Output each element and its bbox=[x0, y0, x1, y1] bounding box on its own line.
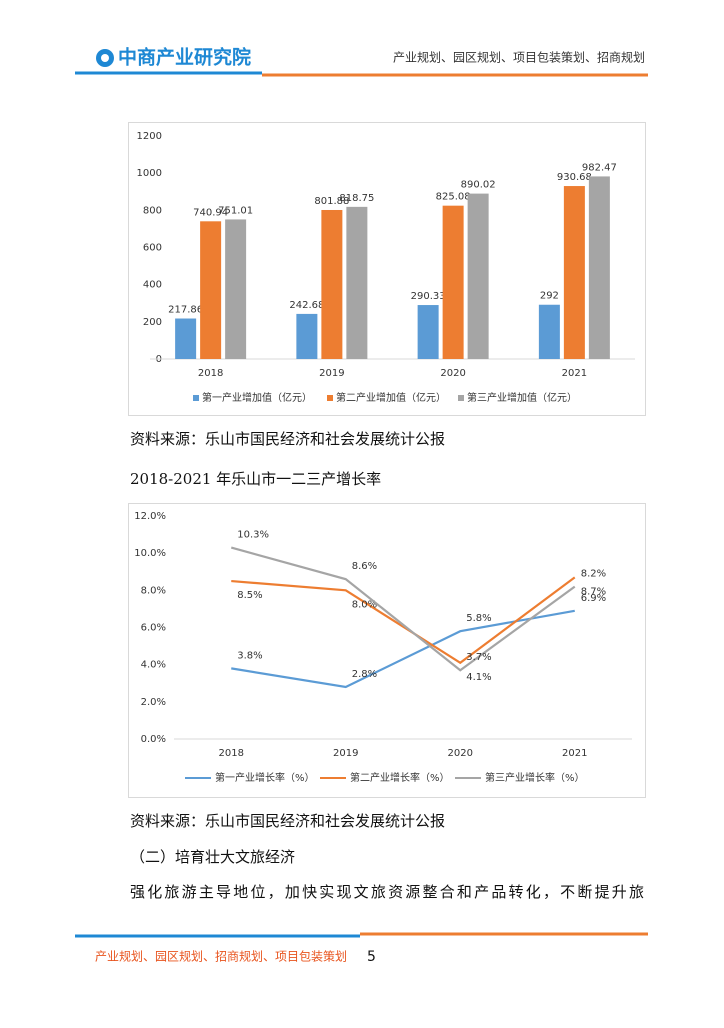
footer-text: 产业规划、园区规划、招商规划、项目包装策划 bbox=[95, 949, 347, 964]
x-tick-label: 2018 bbox=[219, 748, 244, 759]
y-tick-label: 2.0% bbox=[141, 697, 166, 708]
data-label: 8.6% bbox=[352, 561, 377, 572]
bar bbox=[225, 219, 247, 359]
data-label: 5.8% bbox=[466, 613, 491, 624]
y-tick-label: 6.0% bbox=[141, 623, 166, 634]
header-tagline: 产业规划、园区规划、项目包装策划、招商规划 bbox=[393, 50, 645, 65]
data-label: 292 bbox=[540, 291, 559, 302]
data-label: 8.2% bbox=[581, 569, 606, 580]
bar bbox=[538, 304, 560, 359]
data-label: 801.88 bbox=[314, 196, 349, 207]
x-tick-label: 2021 bbox=[562, 748, 587, 759]
bar bbox=[200, 221, 222, 359]
data-label: 217.86 bbox=[168, 305, 203, 316]
bar bbox=[563, 186, 585, 359]
legend-label: 第二产业增加值（亿元） bbox=[336, 391, 446, 404]
chart-title: 2018-2021 年乐山市一二三产增长率 bbox=[130, 470, 381, 488]
y-tick-label: 400 bbox=[143, 280, 162, 291]
bar bbox=[175, 318, 197, 359]
y-tick-label: 8.0% bbox=[141, 585, 166, 596]
data-label: 290.33 bbox=[411, 291, 446, 302]
line bbox=[230, 546, 576, 672]
data-label: 8.0% bbox=[352, 599, 377, 610]
bar bbox=[346, 206, 368, 359]
page-number: 5 bbox=[367, 949, 376, 965]
legend-label: 第三产业增加值（亿元） bbox=[467, 391, 577, 404]
data-label: 825.08 bbox=[436, 192, 471, 203]
y-tick-label: 600 bbox=[143, 243, 162, 254]
source-note: 资料来源：乐山市国民经济和社会发展统计公报 bbox=[130, 430, 445, 448]
logo-text: 中商产业研究院 bbox=[118, 46, 251, 69]
data-label: 8.5% bbox=[237, 590, 262, 601]
y-tick-label: 200 bbox=[143, 317, 162, 328]
data-label: 10.3% bbox=[237, 530, 269, 541]
data-label: 8.7% bbox=[581, 586, 606, 597]
data-label: 982.47 bbox=[582, 162, 617, 173]
data-label: 930.68 bbox=[557, 172, 592, 183]
bar bbox=[442, 205, 464, 359]
x-tick-label: 2021 bbox=[562, 368, 587, 379]
legend-label: 第二产业增长率（%） bbox=[350, 771, 450, 784]
line bbox=[231, 609, 575, 689]
legend-swatch bbox=[193, 395, 199, 401]
x-tick-label: 2019 bbox=[333, 748, 358, 759]
bar bbox=[588, 176, 610, 359]
data-label: 4.1% bbox=[466, 672, 491, 683]
legend-label: 第一产业增加值（亿元） bbox=[202, 391, 312, 404]
y-tick-label: 12.0% bbox=[134, 511, 166, 522]
y-tick-label: 4.0% bbox=[141, 660, 166, 671]
source-note: 资料来源：乐山市国民经济和社会发展统计公报 bbox=[130, 812, 445, 830]
bar bbox=[417, 305, 439, 359]
data-label: 890.02 bbox=[461, 180, 496, 191]
bar bbox=[467, 193, 489, 359]
bar bbox=[296, 313, 318, 359]
data-label: 3.7% bbox=[466, 652, 491, 663]
y-tick-label: 10.0% bbox=[134, 548, 166, 559]
y-tick-label: 1000 bbox=[137, 168, 162, 179]
legend-swatch bbox=[327, 395, 333, 401]
data-label: 740.94 bbox=[193, 207, 228, 218]
y-tick-label: 1200 bbox=[137, 131, 162, 142]
bar bbox=[321, 209, 343, 359]
paragraph: 强化旅游主导地位，加快实现文旅资源整合和产品转化，不断提升旅 bbox=[130, 883, 644, 901]
legend-swatch bbox=[458, 395, 464, 401]
line bbox=[231, 576, 576, 665]
logo-icon-inner bbox=[101, 54, 109, 62]
chart-frame bbox=[128, 122, 646, 416]
chart-frame bbox=[128, 503, 646, 798]
x-tick-label: 2019 bbox=[319, 368, 344, 379]
x-tick-label: 2020 bbox=[440, 368, 465, 379]
data-label: 242.68 bbox=[289, 300, 324, 311]
x-tick-label: 2018 bbox=[198, 368, 223, 379]
data-label: 2.8% bbox=[352, 669, 377, 680]
y-tick-label: 0.0% bbox=[141, 734, 166, 745]
x-tick-label: 2020 bbox=[448, 748, 473, 759]
section-heading: （二）培育壮大文旅经济 bbox=[130, 848, 295, 866]
data-label: 818.75 bbox=[339, 193, 374, 204]
legend-label: 第一产业增长率（%） bbox=[215, 771, 315, 784]
legend-label: 第三产业增长率（%） bbox=[485, 771, 585, 784]
data-label: 6.9% bbox=[581, 593, 606, 604]
data-label: 3.8% bbox=[237, 650, 262, 661]
y-tick-label: 800 bbox=[143, 205, 162, 216]
data-label: 751.01 bbox=[218, 205, 253, 216]
